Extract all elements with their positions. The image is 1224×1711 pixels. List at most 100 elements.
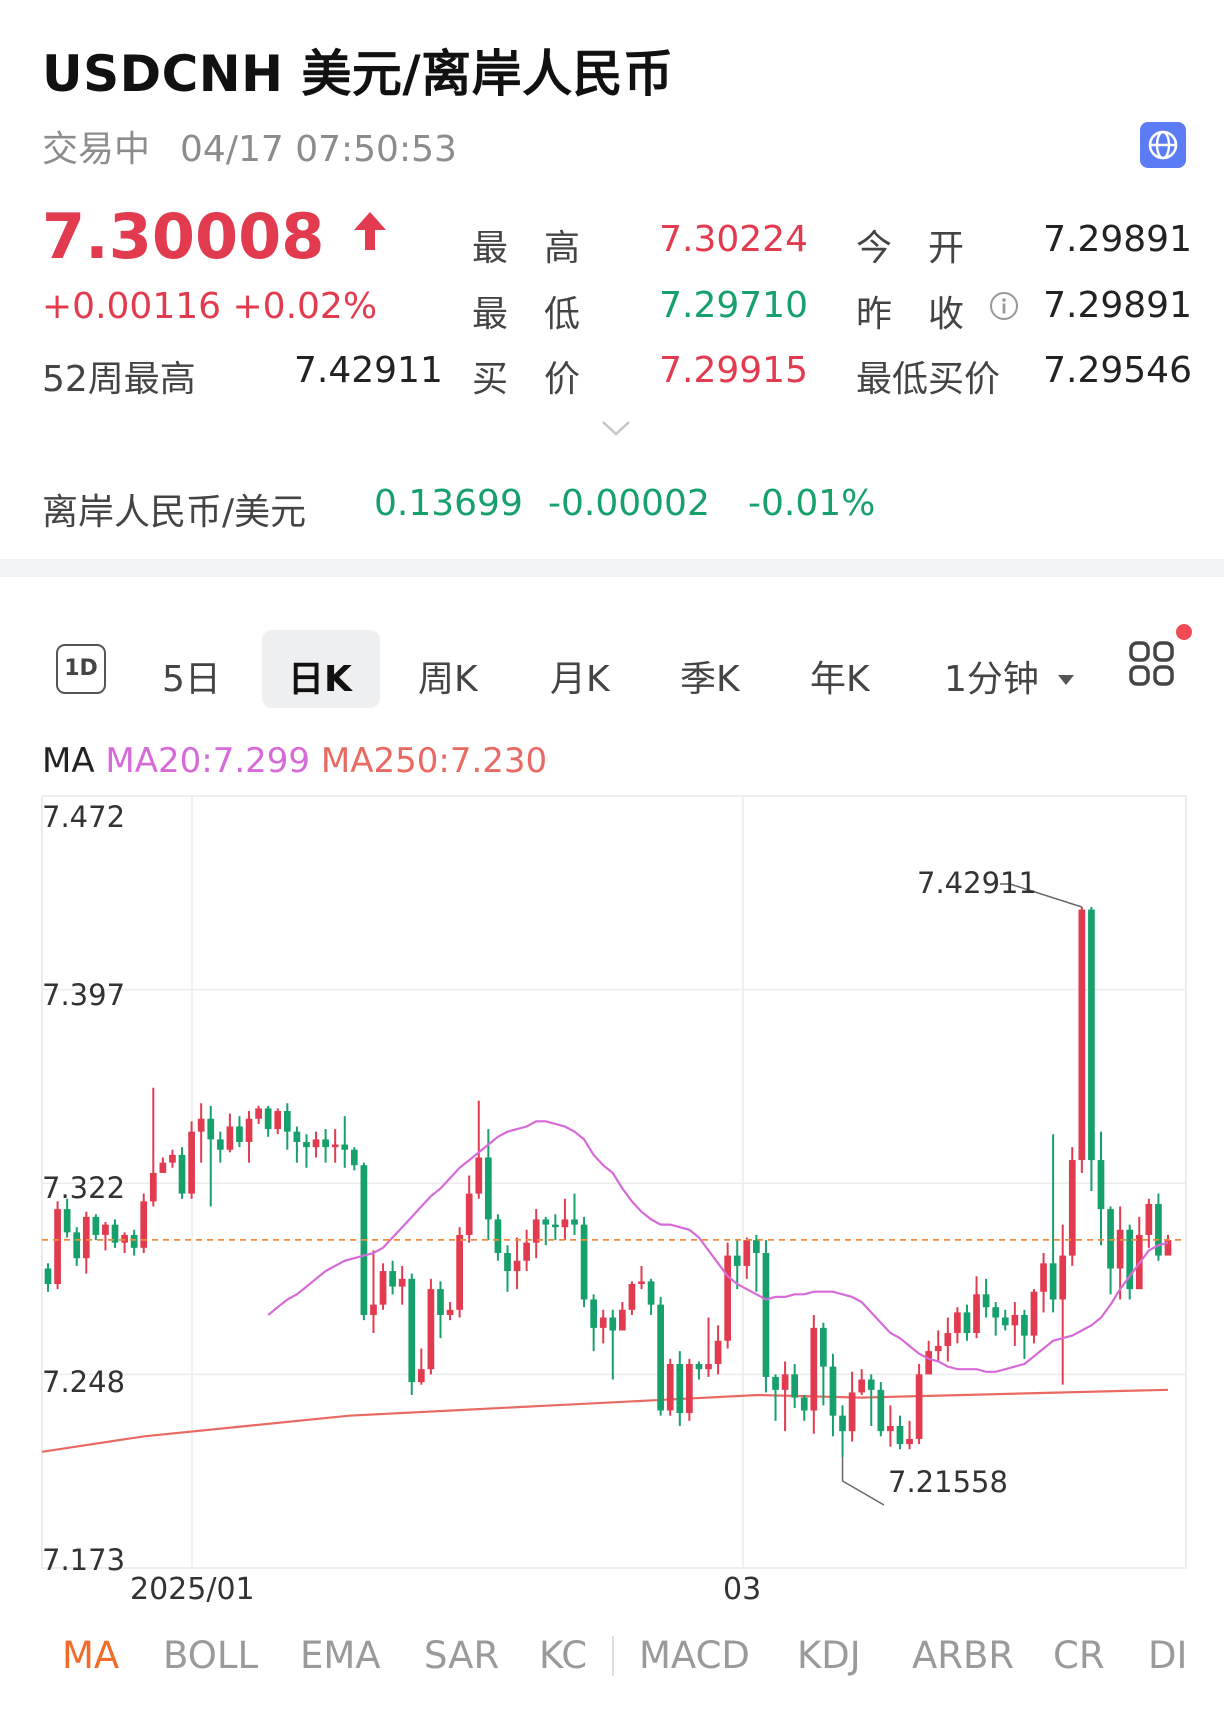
tab-yearly-k[interactable]: 年K bbox=[810, 659, 870, 700]
inverse-pair-label[interactable]: 离岸人民币/美元 bbox=[42, 492, 307, 533]
candle-body bbox=[207, 1118, 215, 1140]
candle-body bbox=[92, 1216, 100, 1235]
candle-body bbox=[1116, 1229, 1124, 1269]
candle-body bbox=[236, 1126, 243, 1142]
max-leader-line bbox=[1000, 883, 1083, 908]
candle-body bbox=[973, 1294, 980, 1334]
candle-body bbox=[1126, 1229, 1134, 1290]
y-tick-label: 7.472 bbox=[42, 800, 126, 834]
candle-body bbox=[312, 1139, 320, 1148]
candle-body bbox=[992, 1307, 1000, 1318]
indicator-kdj[interactable]: KDJ bbox=[797, 1634, 861, 1677]
indicator-di[interactable]: DI bbox=[1148, 1634, 1188, 1677]
candle-body bbox=[810, 1327, 818, 1411]
candle-body bbox=[1001, 1317, 1009, 1326]
tab-daily-k[interactable]: 日K bbox=[288, 659, 352, 700]
caret-down-icon bbox=[1058, 675, 1075, 685]
candle-body bbox=[1021, 1314, 1028, 1336]
candle-body bbox=[398, 1278, 406, 1287]
tab-1min-label: 1分钟 bbox=[944, 659, 1039, 700]
candle-body bbox=[532, 1219, 540, 1243]
indicator-macd[interactable]: MACD bbox=[639, 1634, 750, 1677]
bid-label: 买 价 bbox=[472, 359, 581, 400]
ma20-legend: MA20:7.299 bbox=[105, 741, 311, 781]
candle-body bbox=[858, 1379, 866, 1393]
change-value: +0.00116 bbox=[42, 286, 222, 327]
page-title: USDCNH 美元/离岸人民币 bbox=[42, 45, 674, 103]
candle-body bbox=[906, 1438, 913, 1445]
candle-body bbox=[839, 1415, 846, 1432]
min-bid-label: 最低买价 bbox=[856, 359, 1001, 400]
candle-body bbox=[370, 1304, 377, 1315]
prev-close-value: 7.29891 bbox=[1043, 285, 1192, 326]
chevron-down-icon[interactable] bbox=[600, 418, 632, 442]
y-tick-label: 7.248 bbox=[42, 1365, 126, 1399]
candle-body bbox=[944, 1333, 952, 1346]
candle-body bbox=[44, 1268, 52, 1284]
candle-body bbox=[1164, 1240, 1172, 1256]
week52-high-value: 7.42911 bbox=[294, 350, 443, 391]
candle-body bbox=[1097, 1160, 1105, 1210]
indicator-arbr[interactable]: ARBR bbox=[912, 1634, 1015, 1677]
candle-body bbox=[283, 1110, 291, 1132]
globe-icon[interactable] bbox=[1140, 122, 1186, 168]
indicator-ema[interactable]: EMA bbox=[300, 1634, 381, 1677]
candle-body bbox=[197, 1118, 205, 1132]
candle-body bbox=[791, 1374, 799, 1398]
candle-body bbox=[82, 1216, 90, 1259]
indicator-boll[interactable]: BOLL bbox=[163, 1634, 259, 1677]
candlestick-chart[interactable] bbox=[0, 790, 1224, 1570]
trading-status: 交易中 04/17 07:50:53 bbox=[42, 120, 457, 172]
candle-body bbox=[408, 1278, 416, 1383]
candle-body bbox=[590, 1299, 597, 1328]
candle-body bbox=[609, 1317, 617, 1331]
candle-body bbox=[829, 1366, 837, 1416]
candle-body bbox=[619, 1309, 626, 1331]
indicator-kc[interactable]: KC bbox=[539, 1634, 588, 1677]
tab-1min[interactable]: 1分钟 bbox=[944, 650, 1076, 702]
candle-body bbox=[111, 1224, 119, 1243]
tab-1d[interactable]: 1D bbox=[56, 644, 106, 694]
y-tick-label: 7.173 bbox=[42, 1543, 126, 1577]
candle-body bbox=[848, 1392, 856, 1432]
candle-body bbox=[561, 1219, 569, 1228]
tab-quarterly-k[interactable]: 季K bbox=[680, 659, 740, 700]
candle-body bbox=[733, 1255, 741, 1266]
info-icon[interactable] bbox=[988, 290, 1020, 326]
indicator-ma[interactable]: MA bbox=[62, 1634, 120, 1677]
tab-5day[interactable]: 5日 bbox=[162, 659, 221, 700]
candle-body bbox=[571, 1219, 578, 1225]
chart-frame bbox=[41, 795, 1187, 1569]
candle-body bbox=[264, 1108, 272, 1130]
x-tick-label: 2025/01 bbox=[130, 1572, 255, 1607]
ma20-line bbox=[267, 1120, 1169, 1373]
tab-weekly-k[interactable]: 周K bbox=[418, 659, 478, 700]
candle-body bbox=[1145, 1203, 1153, 1235]
candle-body bbox=[1107, 1209, 1114, 1269]
candle-body bbox=[963, 1312, 971, 1334]
ma250-legend: MA250:7.230 bbox=[320, 741, 548, 781]
candle-body bbox=[676, 1364, 684, 1414]
candle-body bbox=[159, 1162, 167, 1173]
indicator-cr[interactable]: CR bbox=[1053, 1634, 1105, 1677]
candle-body bbox=[322, 1139, 329, 1148]
open-value: 7.29891 bbox=[1043, 219, 1192, 260]
arrow-up-icon bbox=[353, 212, 386, 250]
candle-body bbox=[446, 1309, 454, 1315]
tab-monthly-k[interactable]: 月K bbox=[550, 659, 610, 700]
candle-body bbox=[1059, 1255, 1067, 1300]
candle-body bbox=[350, 1149, 358, 1166]
candle-body bbox=[638, 1281, 645, 1284]
candle-body bbox=[657, 1304, 664, 1411]
bid-value: 7.29915 bbox=[659, 350, 808, 391]
indicator-sar[interactable]: SAR bbox=[424, 1634, 500, 1677]
current-price: 7.30008 bbox=[42, 200, 388, 273]
candle-body bbox=[274, 1110, 282, 1130]
candle-body bbox=[523, 1242, 530, 1261]
x-tick-label: 03 bbox=[723, 1572, 762, 1607]
grid-menu-icon[interactable] bbox=[1128, 640, 1176, 692]
candle-body bbox=[255, 1108, 262, 1119]
candle-body bbox=[599, 1317, 607, 1328]
high-label: 最 高 bbox=[472, 228, 581, 269]
candle-body bbox=[341, 1144, 349, 1150]
